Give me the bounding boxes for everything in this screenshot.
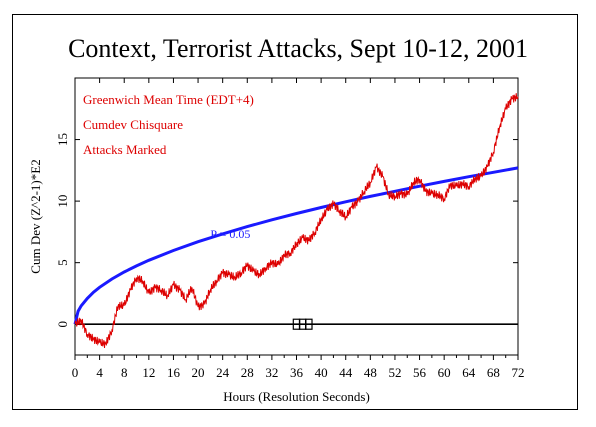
x-tick-label: 0	[72, 365, 79, 380]
y-tick-label: 10	[55, 195, 70, 208]
x-tick-label: 60	[438, 365, 451, 380]
x-tick-label: 48	[364, 365, 377, 380]
envelope-line	[73, 166, 519, 325]
x-tick-label: 56	[413, 365, 427, 380]
x-tick-label: 32	[265, 365, 278, 380]
annotation-3: Attacks Marked	[83, 142, 167, 157]
x-tick-label: 16	[167, 365, 181, 380]
y-tick-label: 0	[55, 321, 70, 328]
x-tick-label: 8	[121, 365, 128, 380]
x-tick-label: 12	[142, 365, 155, 380]
x-tick-label: 40	[315, 365, 328, 380]
annotation-1: Greenwich Mean Time (EDT+4)	[83, 92, 254, 107]
x-tick-label: 28	[241, 365, 254, 380]
x-tick-label: 4	[96, 365, 103, 380]
cumdev-line	[74, 93, 519, 348]
x-tick-label: 24	[216, 365, 230, 380]
envelope-label: P = 0.05	[210, 227, 250, 241]
x-tick-label: 44	[339, 365, 353, 380]
x-tick-label: 64	[462, 365, 476, 380]
x-tick-label: 20	[192, 365, 205, 380]
y-tick-label: 5	[55, 259, 70, 266]
y-axis-title: Cum Dev (Z^2-1)*E2	[28, 159, 43, 273]
x-tick-label: 72	[512, 365, 525, 380]
x-tick-label: 52	[388, 365, 401, 380]
x-tick-label: 68	[487, 365, 500, 380]
chart-title: Context, Terrorist Attacks, Sept 10-12, …	[68, 34, 528, 63]
y-tick-label: 15	[55, 133, 70, 146]
x-tick-label: 36	[290, 365, 304, 380]
x-axis-title: Hours (Resolution Seconds)	[223, 389, 370, 404]
chart-frame	[12, 14, 578, 410]
attack-marker	[305, 318, 313, 330]
annotation-2: Cumdev Chisquare	[83, 117, 183, 132]
